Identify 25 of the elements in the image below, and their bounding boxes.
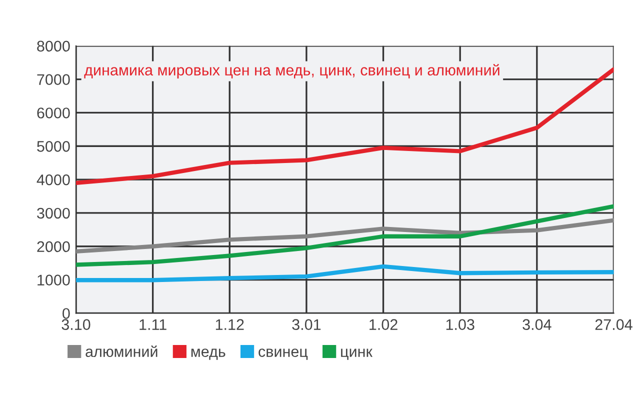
x-tick-label: 1.02	[370, 319, 398, 330]
y-tick-label: 7000	[37, 74, 70, 85]
y-tick-label: 4000	[36, 174, 70, 186]
y-tick-label: 2000	[37, 241, 70, 252]
x-tick-label: 3.10	[62, 319, 90, 330]
y-tick-label: 6000	[37, 108, 70, 118]
line-series	[76, 218, 614, 254]
x-tick-label: 1.12	[216, 319, 244, 330]
y-tick-label: 3000	[37, 208, 70, 219]
x-tick-label: 1.11	[140, 319, 166, 330]
x-tick-label: 3.01	[292, 319, 321, 330]
legend-label: цинк	[341, 348, 373, 360]
y-tick-label: 0	[62, 308, 70, 319]
x-tick-label: 27.04	[595, 319, 632, 330]
line-series	[76, 264, 614, 282]
y-tick-label: 8000	[37, 40, 70, 52]
legend-label: свинец	[258, 348, 308, 360]
legend-label: алюминий	[86, 345, 158, 357]
legend-label: медь	[191, 348, 226, 360]
y-tick-label: 1000	[38, 274, 70, 286]
line-series	[76, 204, 614, 267]
x-tick-label: 3.04	[522, 319, 552, 330]
text: динамика мировых цен на медь, цинк, свинец и алюминий	[84, 64, 500, 79]
y-tick-label: 5000	[37, 141, 70, 152]
x-tick-label: 1.03	[446, 319, 474, 330]
